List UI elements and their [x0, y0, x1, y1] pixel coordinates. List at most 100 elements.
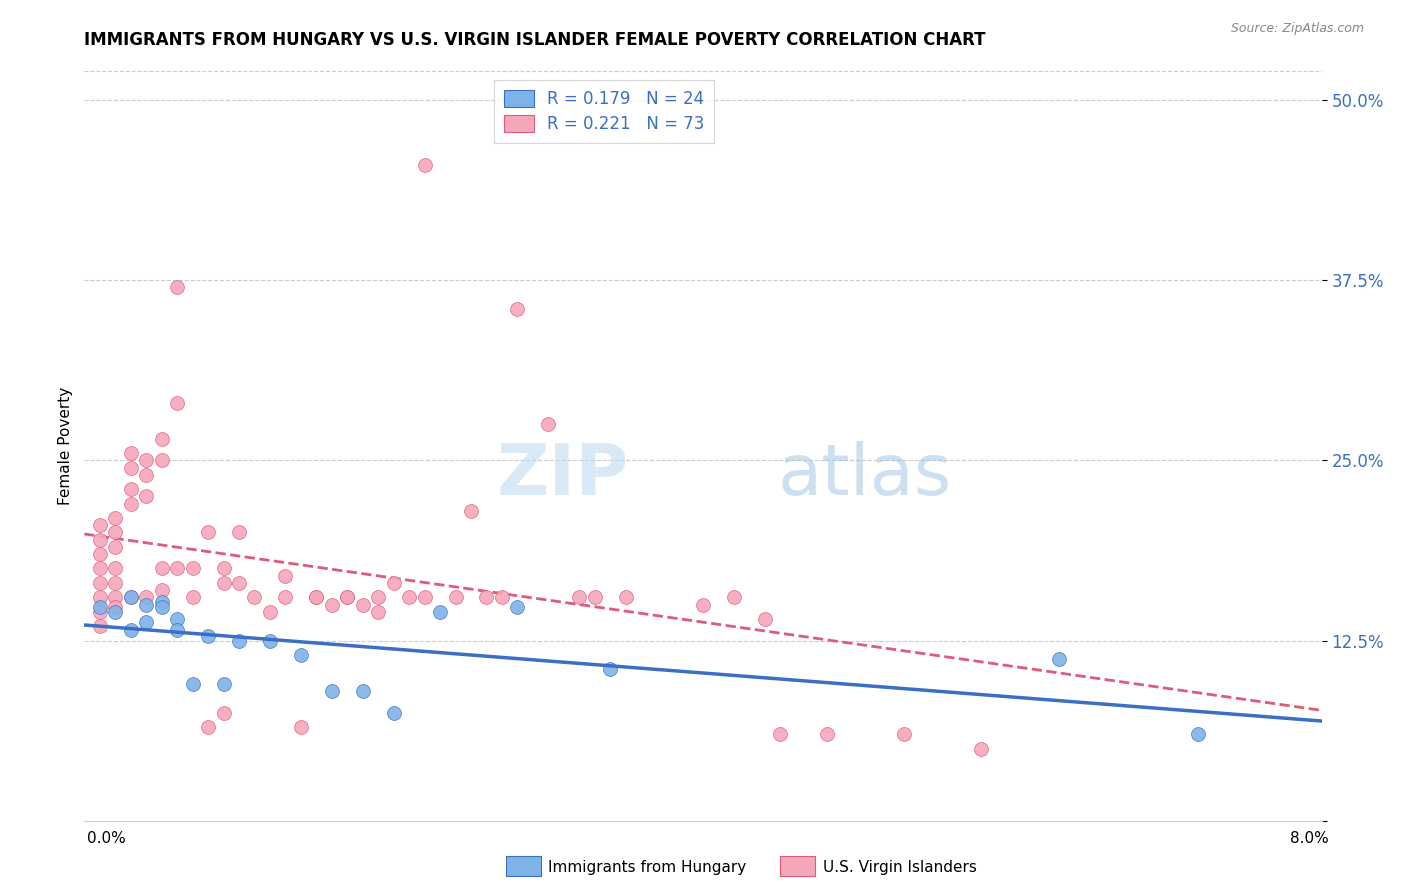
Point: [228, 525, 250, 540]
Point: [228, 575, 250, 590]
Text: ZIP: ZIP: [496, 442, 628, 510]
Point: [568, 591, 591, 605]
Point: [135, 591, 157, 605]
Point: [89, 533, 111, 547]
Point: [150, 453, 173, 467]
Point: [104, 591, 127, 605]
Point: [305, 591, 328, 605]
Point: [243, 591, 266, 605]
Point: [212, 561, 235, 575]
Point: [135, 453, 157, 467]
Point: [166, 280, 188, 294]
Point: [305, 591, 328, 605]
Point: [754, 612, 776, 626]
Point: [89, 575, 111, 590]
Point: [166, 561, 188, 575]
Point: [444, 591, 467, 605]
Point: [197, 525, 219, 540]
Point: [166, 396, 188, 410]
Point: [135, 598, 157, 612]
Point: [181, 591, 204, 605]
Point: [290, 720, 312, 734]
Point: [352, 598, 374, 612]
Point: [367, 605, 389, 619]
Point: [367, 591, 389, 605]
Text: 8.0%: 8.0%: [1289, 831, 1329, 846]
Point: [460, 504, 482, 518]
Point: [150, 594, 173, 608]
Point: [614, 591, 637, 605]
Point: [692, 598, 714, 612]
Point: [336, 591, 359, 605]
Point: [398, 591, 420, 605]
Point: [1047, 652, 1070, 666]
Text: IMMIGRANTS FROM HUNGARY VS U.S. VIRGIN ISLANDER FEMALE POVERTY CORRELATION CHART: IMMIGRANTS FROM HUNGARY VS U.S. VIRGIN I…: [84, 31, 986, 49]
Point: [321, 598, 343, 612]
Point: [89, 605, 111, 619]
Point: [970, 741, 993, 756]
Point: [104, 525, 127, 540]
Point: [212, 677, 235, 691]
Point: [413, 591, 436, 605]
Point: [382, 706, 405, 720]
Point: [382, 575, 405, 590]
Point: [537, 417, 560, 432]
Point: [104, 511, 127, 525]
Point: [89, 600, 111, 615]
Point: [181, 677, 204, 691]
Point: [321, 684, 343, 698]
Point: [506, 600, 529, 615]
Point: [1187, 727, 1209, 741]
Point: [104, 605, 127, 619]
Point: [599, 662, 621, 676]
Y-axis label: Female Poverty: Female Poverty: [58, 387, 73, 505]
Point: [89, 591, 111, 605]
Point: [274, 568, 297, 582]
Point: [89, 518, 111, 533]
Point: [352, 684, 374, 698]
Point: [259, 605, 281, 619]
Point: [120, 497, 142, 511]
Point: [166, 612, 188, 626]
Point: [104, 540, 127, 554]
Point: [120, 446, 142, 460]
Point: [336, 591, 359, 605]
Point: [135, 467, 157, 482]
Point: [120, 591, 142, 605]
Point: [104, 561, 127, 575]
Text: 0.0%: 0.0%: [87, 831, 127, 846]
Point: [166, 624, 188, 638]
Point: [815, 727, 838, 741]
Point: [150, 583, 173, 598]
Point: [135, 615, 157, 629]
Point: [723, 591, 745, 605]
Text: Immigrants from Hungary: Immigrants from Hungary: [548, 860, 747, 874]
Point: [89, 619, 111, 633]
Point: [135, 490, 157, 504]
Point: [212, 575, 235, 590]
Point: [89, 561, 111, 575]
Point: [769, 727, 792, 741]
Point: [274, 591, 297, 605]
Point: [104, 600, 127, 615]
Point: [506, 302, 529, 317]
Point: [197, 720, 219, 734]
Point: [413, 158, 436, 172]
Point: [120, 591, 142, 605]
Point: [150, 561, 173, 575]
Text: Source: ZipAtlas.com: Source: ZipAtlas.com: [1230, 22, 1364, 36]
Point: [120, 460, 142, 475]
Text: atlas: atlas: [778, 442, 952, 510]
Point: [228, 633, 250, 648]
Point: [429, 605, 451, 619]
Point: [150, 432, 173, 446]
Legend: R = 0.179   N = 24, R = 0.221   N = 73: R = 0.179 N = 24, R = 0.221 N = 73: [494, 79, 714, 143]
Point: [893, 727, 915, 741]
Point: [197, 629, 219, 643]
Point: [212, 706, 235, 720]
Point: [259, 633, 281, 648]
Point: [475, 591, 498, 605]
Text: U.S. Virgin Islanders: U.S. Virgin Islanders: [823, 860, 976, 874]
Point: [181, 561, 204, 575]
Point: [104, 575, 127, 590]
